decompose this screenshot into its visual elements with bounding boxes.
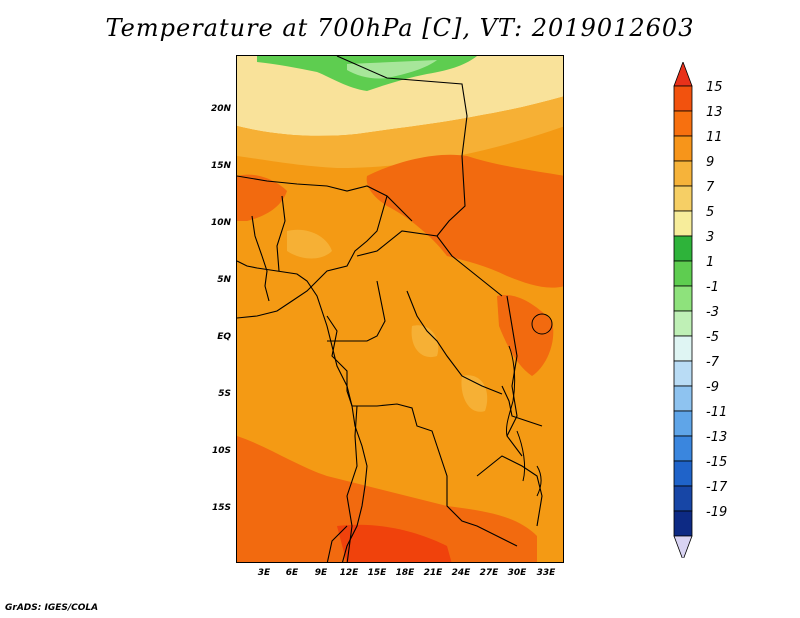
- colorbar-swatch: [673, 335, 693, 362]
- colorbar-swatch: [673, 460, 693, 487]
- cbar-label-13: 13: [706, 105, 723, 120]
- cbar-label-15: 15: [706, 80, 723, 95]
- lat-label-5n: 5N: [217, 275, 231, 285]
- lat-label-10s: 10S: [211, 446, 231, 456]
- colorbar-swatch: [673, 160, 693, 187]
- lat-label-20n: 20N: [210, 104, 231, 114]
- colorbar-top-arrow: [673, 62, 693, 87]
- colorbar-swatch: [673, 85, 693, 112]
- cool-region-north: [347, 60, 437, 79]
- cbar-label-1: 1: [706, 255, 715, 270]
- lon-label-12e: 12E: [339, 568, 359, 578]
- mild-patch-2: [411, 325, 439, 358]
- lat-label-10n: 10N: [210, 218, 231, 228]
- lon-label-24e: 24E: [451, 568, 471, 578]
- cbar-label-m3: -3: [706, 305, 719, 320]
- colorbar: [673, 62, 693, 558]
- cbar-label-m1: -1: [706, 280, 719, 295]
- colorbar-swatch: [673, 110, 693, 137]
- cbar-label-m15: -15: [706, 455, 728, 470]
- lon-label-18e: 18E: [395, 568, 415, 578]
- lon-label-6e: 6E: [285, 568, 299, 578]
- temperature-map: [237, 56, 563, 562]
- colorbar-swatch: [673, 260, 693, 287]
- cbar-label-5: 5: [706, 205, 715, 220]
- colorbar-swatch: [673, 360, 693, 387]
- colorbar-swatch: [673, 285, 693, 312]
- colorbar-swatch: [673, 435, 693, 462]
- warm-region-sahel-west: [237, 174, 287, 221]
- mild-patch-3: [461, 375, 488, 412]
- colorbar-swatch: [673, 310, 693, 337]
- lat-label-5s: 5S: [218, 389, 231, 399]
- lat-label-15n: 15N: [210, 161, 231, 171]
- cbar-label-m13: -13: [706, 430, 728, 445]
- cbar-label-m5: -5: [706, 330, 719, 345]
- cbar-label-m17: -17: [706, 480, 728, 495]
- lat-label-eq: EQ: [217, 332, 231, 342]
- colorbar-swatch: [673, 135, 693, 162]
- lon-label-9e: 9E: [314, 568, 328, 578]
- cbar-label-3: 3: [706, 230, 715, 245]
- warm-region-central: [366, 154, 563, 288]
- mild-patch-1: [287, 229, 332, 259]
- warm-region-south: [237, 436, 537, 562]
- grads-credit: GrADS: IGES/COLA: [5, 603, 99, 613]
- cbar-label-m7: -7: [706, 355, 719, 370]
- hot-region-southwest: [337, 524, 452, 562]
- cbar-label-m11: -11: [706, 405, 728, 420]
- cbar-label-m9: -9: [706, 380, 719, 395]
- cbar-label-m19: -19: [706, 505, 728, 520]
- mild-band-north: [237, 96, 563, 168]
- lon-label-21e: 21E: [423, 568, 443, 578]
- map-panel: [236, 55, 564, 563]
- lon-label-15e: 15E: [367, 568, 387, 578]
- cbar-label-7: 7: [706, 180, 715, 195]
- lat-label-15s: 15S: [211, 503, 231, 513]
- colorbar-swatch: [673, 185, 693, 212]
- chart-title: Temperature at 700hPa [C], VT: 201901260…: [105, 14, 695, 42]
- lon-label-33e: 33E: [536, 568, 556, 578]
- cool-band-north: [237, 56, 563, 136]
- colorbar-swatch: [673, 410, 693, 437]
- lon-label-30e: 30E: [507, 568, 527, 578]
- lon-label-27e: 27E: [479, 568, 499, 578]
- colorbar-swatch: [673, 385, 693, 412]
- colorbar-swatch: [673, 485, 693, 512]
- cbar-label-9: 9: [706, 155, 715, 170]
- lon-label-3e: 3E: [257, 568, 271, 578]
- colorbar-bottom-arrow: [673, 535, 693, 558]
- colorbar-swatch: [673, 510, 693, 537]
- colorbar-swatch: [673, 235, 693, 262]
- colorbar-swatch: [673, 210, 693, 237]
- lakes: [506, 313, 553, 497]
- coastline: [237, 260, 368, 562]
- warm-region-east: [497, 295, 554, 376]
- cbar-label-11: 11: [706, 130, 723, 145]
